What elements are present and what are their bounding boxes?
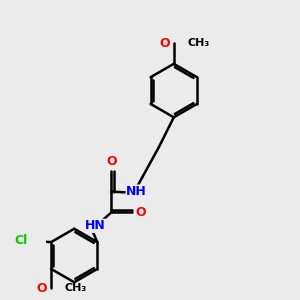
- Text: NH: NH: [126, 185, 147, 198]
- Text: O: O: [160, 37, 170, 50]
- Text: HN: HN: [85, 219, 105, 232]
- Text: Cl: Cl: [15, 234, 28, 247]
- Text: CH₃: CH₃: [187, 38, 209, 48]
- Text: CH₃: CH₃: [64, 283, 87, 293]
- Text: O: O: [106, 155, 117, 168]
- Text: O: O: [37, 282, 47, 295]
- Text: O: O: [136, 206, 146, 219]
